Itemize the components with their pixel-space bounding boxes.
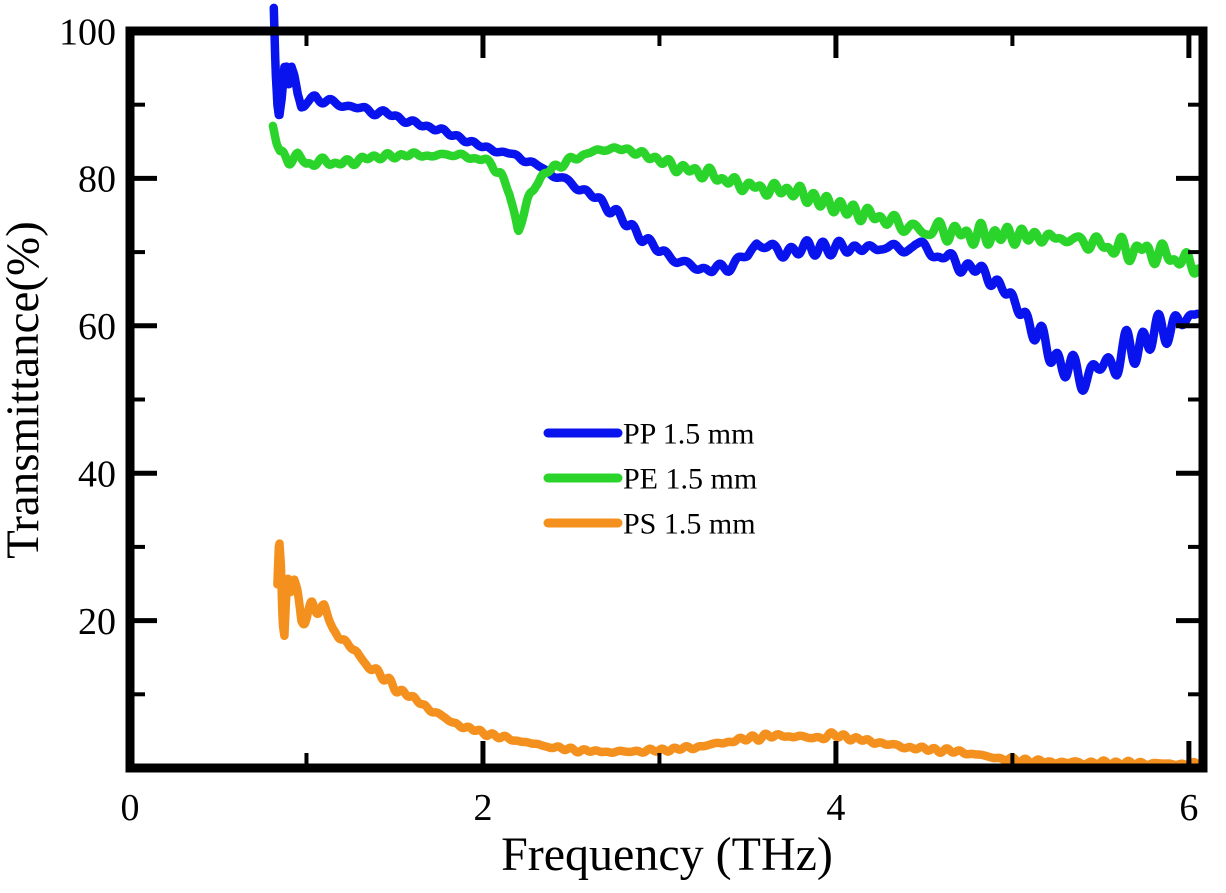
y-tick-label: 60 bbox=[78, 306, 116, 348]
y-tick-label: 40 bbox=[78, 454, 116, 496]
y-tick-label: 100 bbox=[59, 11, 116, 53]
series-line-pp bbox=[269, 3, 1202, 395]
x-axis-title: Frequency (THz) bbox=[501, 828, 833, 881]
legend-label-pe: PE 1.5 mm bbox=[623, 463, 757, 496]
tick-labels: 0 2 4 6 20 40 60 80 100 bbox=[59, 11, 1198, 829]
axis-ticks bbox=[130, 31, 1203, 768]
legend-label-pp: PP 1.5 mm bbox=[623, 418, 754, 451]
curves-layer bbox=[268, 3, 1202, 770]
y-axis-title: Transmittance(%) bbox=[0, 221, 49, 559]
plot-frame bbox=[125, 26, 1208, 773]
x-tick-label: 0 bbox=[121, 787, 140, 829]
series-line-ps bbox=[273, 539, 1202, 770]
y-tick-label: 20 bbox=[78, 601, 116, 643]
x-tick-label: 2 bbox=[473, 787, 492, 829]
x-tick-label: 6 bbox=[1179, 787, 1198, 829]
legend: PP 1.5 mm PE 1.5 mm PS 1.5 mm bbox=[543, 418, 757, 541]
series-line-pe bbox=[268, 121, 1202, 278]
x-tick-label: 4 bbox=[826, 787, 845, 829]
y-tick-label: 80 bbox=[78, 159, 116, 201]
legend-label-ps: PS 1.5 mm bbox=[623, 508, 756, 541]
